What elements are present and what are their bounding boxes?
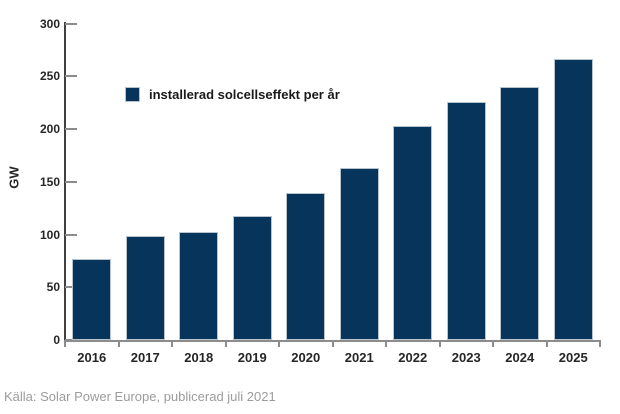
y-tick-mark — [65, 286, 77, 289]
x-tick-label: 2021 — [344, 350, 374, 365]
y-tick-mark — [65, 233, 77, 236]
x-tick-mark — [492, 340, 494, 347]
x-tick-label: 2022 — [398, 350, 428, 365]
legend-swatch-icon — [125, 87, 140, 102]
x-tick-label: 2023 — [451, 350, 481, 365]
bar-2018 — [179, 232, 219, 340]
bar-2024 — [500, 86, 540, 340]
x-tick-mark — [224, 340, 227, 347]
x-tick-mark — [385, 340, 387, 347]
bar-2017 — [125, 235, 165, 340]
y-tick-mark — [65, 22, 77, 25]
y-tick-label: 150 — [39, 174, 60, 189]
x-tick-mark — [331, 340, 334, 347]
y-tick-label: 50 — [46, 280, 60, 295]
bar-2019 — [232, 215, 272, 340]
x-tick-mark — [545, 340, 548, 347]
y-tick-label: 250 — [39, 69, 60, 84]
y-tick-mark — [65, 128, 77, 130]
bar-2023 — [446, 101, 486, 340]
x-tick-mark — [117, 340, 120, 347]
y-tick-mark — [65, 339, 77, 341]
x-tick-mark — [438, 340, 441, 347]
y-tick-label: 100 — [39, 227, 60, 242]
x-tick-mark — [599, 340, 601, 347]
bar-2022 — [393, 125, 433, 340]
bar-2025 — [553, 59, 593, 340]
x-tick-label: 2017 — [130, 350, 160, 365]
y-tick-mark — [65, 75, 77, 78]
x-tick-label: 2024 — [505, 350, 535, 365]
x-tick-label: 2020 — [291, 350, 321, 365]
x-tick-label: 2016 — [77, 350, 107, 365]
source-note: Källa: Solar Power Europe, publicerad ju… — [4, 389, 276, 404]
legend: installerad solcellseffekt per år — [125, 87, 340, 102]
bar-2020 — [286, 193, 326, 340]
y-tick-label: 300 — [39, 16, 60, 31]
y-tick-label: 0 — [53, 333, 60, 347]
x-tick-mark — [64, 340, 66, 347]
bar-2016 — [72, 258, 112, 340]
y-tick-label: 200 — [39, 122, 60, 136]
x-tick-label: 2019 — [237, 350, 267, 365]
y-tick-mark — [65, 180, 77, 183]
x-tick-mark — [278, 340, 280, 347]
legend-label: installerad solcellseffekt per år — [149, 87, 340, 102]
x-tick-label: 2025 — [558, 350, 588, 365]
bar-2021 — [339, 168, 379, 340]
x-tick-mark — [171, 340, 173, 347]
x-tick-label: 2018 — [184, 350, 214, 365]
